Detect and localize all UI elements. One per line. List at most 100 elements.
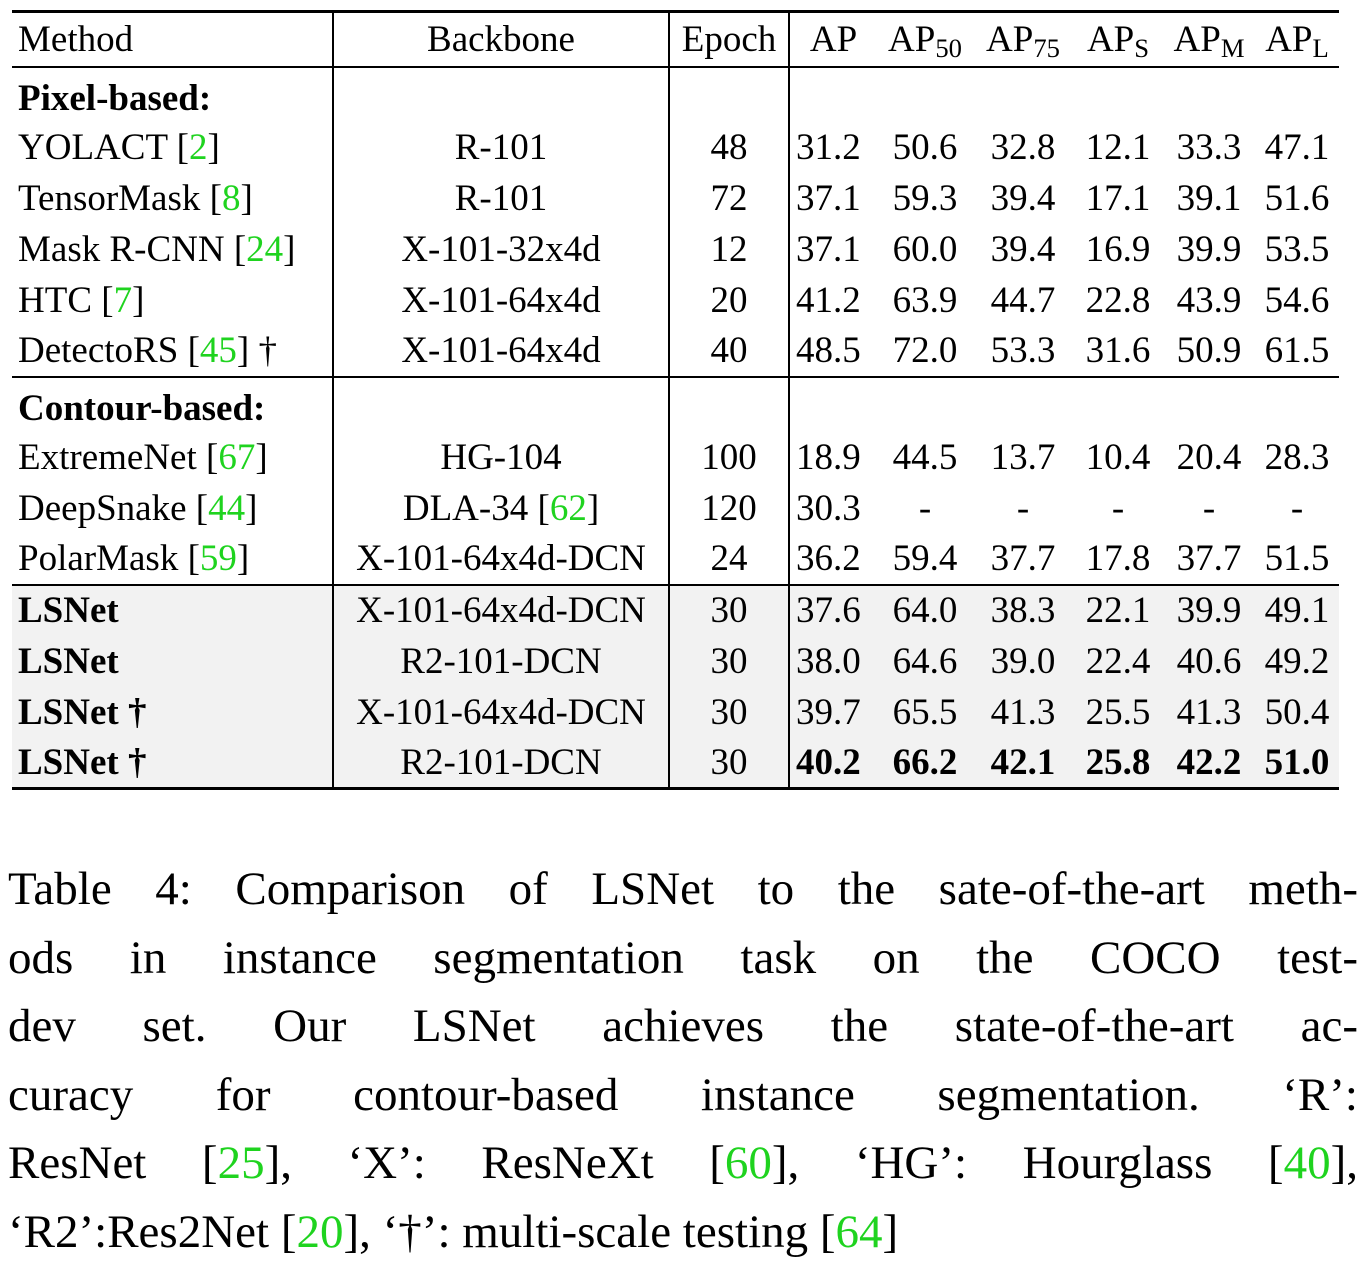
empty-cell (1255, 76, 1339, 122)
empty-cell (669, 385, 790, 432)
caption-text: dev set. Our LSNet achieves the state-of… (8, 1000, 1358, 1052)
metric-cell: 72.0 (892, 330, 958, 371)
caption-line: ResNet [25], ‘X’: ResNeXt [60], ‘HG’: Ho… (8, 1129, 1358, 1198)
table-row-ours: LSNet † X-101-64x4d-DCN 30 39.7 65.5 41.3 25.5… (12, 686, 1339, 738)
metric-cell: 51.6 (1264, 177, 1330, 219)
metric-cell: 44.5 (892, 436, 958, 478)
backbone-cell: R2-101-DCN (333, 737, 670, 790)
backbone-cell: X-101-64x4d-DCN (333, 533, 670, 585)
metric-cell: 39.9 (1176, 228, 1242, 270)
caption-line: Table 4: Comparison of LSNet to the sate… (8, 855, 1358, 924)
metric-cell: 61.5 (1264, 330, 1330, 371)
table-row: HTC [7] X-101-64x4d 20 41.2 63.9 44.7 22.8 43.9… (12, 274, 1339, 326)
header-ap: AP (789, 10, 877, 68)
metric-cell: 39.0 (973, 635, 1073, 687)
metric-cell: 66.2 (877, 737, 973, 790)
backbone-name: X-101-32x4d (401, 228, 601, 270)
caption-line: dev set. Our LSNet achieves the state-of… (8, 992, 1358, 1061)
header-backbone: Backbone (333, 10, 670, 68)
citation-link: 40 (1283, 1137, 1331, 1189)
metric-cell: 44.7 (990, 279, 1056, 321)
table-row: DeepSnake [44] DLA-34 [62] 120 30.3 - - - - - (12, 482, 1339, 534)
table-row-ours: LSNet R2-101-DCN 30 38.0 64.6 39.0 22.4 40.6 49.… (12, 635, 1339, 687)
method-name: Mask R-CNN (18, 228, 225, 270)
metric-cell: 64.6 (877, 635, 973, 687)
metric-cell: 64.0 (877, 583, 973, 636)
metric-cell: 51.5 (1264, 538, 1330, 579)
metric-cell: 18.9 (796, 436, 861, 478)
header-ap50: AP50 (877, 10, 973, 68)
caption-text: ], (1330, 1137, 1358, 1189)
metric-cell: - (1016, 487, 1030, 529)
backbone-name: R-101 (454, 126, 548, 168)
header-row: Method Backbone Epoch AP AP50 AP75 APS A… (12, 10, 1339, 68)
backbone-name: HG-104 (440, 436, 562, 478)
method-name: PolarMask (18, 538, 179, 579)
method-cell: YOLACT [2] (12, 121, 334, 173)
metric-cell: 36.2 (796, 538, 861, 579)
metric-cell: 13.7 (990, 436, 1056, 478)
metric-cell: 49.2 (1255, 635, 1339, 687)
empty-cell (1163, 386, 1255, 432)
epoch-cell: 48 (669, 121, 790, 173)
backbone-cell: X-101-64x4d-DCN (333, 583, 670, 636)
group-divider (12, 65, 1339, 76)
group-header-row: Contour-based: (12, 385, 1339, 432)
empty-cell (669, 75, 790, 122)
metric-cell: 41.3 (973, 686, 1073, 738)
caption-text: ], ‘HG’: Hourglass [ (771, 1137, 1284, 1189)
metric-cell: 50.6 (892, 126, 958, 168)
backbone-cell: X-101-64x4d (333, 325, 670, 377)
citation-link: 8 (221, 177, 241, 219)
backbone-name: X-101-64x4d-DCN (356, 538, 646, 579)
metric-cell: 49.1 (1255, 583, 1339, 636)
metric-cell: 60.0 (892, 228, 958, 270)
citation-link: 67 (218, 436, 256, 478)
caption-text: curacy for contour-based instance segmen… (8, 1068, 1358, 1121)
method-suffix: † (249, 330, 277, 371)
caption-text: ods in instance segmentation task on the… (8, 931, 1358, 984)
empty-cell (877, 76, 973, 122)
citation-link: 64 (835, 1205, 883, 1258)
caption-text: Table 4: Comparison of LSNet to the sate… (8, 863, 1358, 915)
metric-cell: 54.6 (1264, 279, 1330, 321)
header-epoch: Epoch (669, 10, 790, 68)
metric-cell: 22.8 (1085, 279, 1151, 321)
metric-cell: 25.5 (1073, 686, 1163, 738)
empty-cell (877, 386, 973, 432)
metric-cell: 59.3 (892, 177, 958, 219)
metric-cell: 20.4 (1176, 436, 1242, 478)
epoch-cell: 120 (669, 482, 790, 534)
metric-cell: 40.2 (789, 737, 877, 790)
citation-link: 7 (113, 279, 133, 321)
header-method: Method (12, 10, 334, 68)
empty-cell (333, 75, 670, 122)
metric-cell: 28.3 (1264, 436, 1330, 478)
header-aps: APS (1073, 10, 1163, 68)
empty-cell (333, 385, 670, 432)
metric-cell: 39.4 (990, 228, 1056, 270)
method-name: LSNet (12, 635, 334, 687)
method-name: DeepSnake (18, 487, 187, 529)
backbone-cell: R-101 (333, 172, 670, 224)
table-row: DetectoRS [45] † X-101-64x4d 40 48.5 72.0 53.… (12, 325, 1339, 377)
metric-cell: 37.1 (796, 228, 861, 270)
metric-cell: 38.0 (789, 635, 877, 687)
citation-link: 20 (296, 1205, 344, 1258)
method-cell: HTC [7] (12, 274, 334, 326)
group-label: Contour-based: (12, 385, 334, 432)
metric-cell: 30.3 (796, 487, 861, 529)
metric-cell: 47.1 (1264, 126, 1330, 168)
epoch-cell: 12 (669, 223, 790, 275)
header-apl: APL (1255, 10, 1339, 68)
table-row: TensorMask [8] R-101 72 37.1 59.3 39.4 17.1 39.… (12, 172, 1339, 224)
metric-cell: 22.4 (1073, 635, 1163, 687)
caption-line: curacy for contour-based instance segmen… (8, 1061, 1358, 1130)
method-name: HTC (18, 279, 92, 321)
caption-text: ] (882, 1205, 899, 1258)
metric-cell: 43.9 (1176, 279, 1242, 321)
empty-cell (1073, 386, 1163, 432)
group-label: Pixel-based: (12, 75, 334, 122)
epoch-cell: 30 (669, 635, 790, 687)
empty-cell (973, 386, 1073, 432)
